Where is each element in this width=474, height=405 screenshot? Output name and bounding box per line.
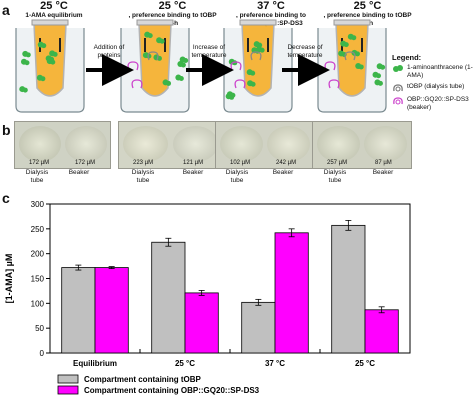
bar-obp-2 xyxy=(274,232,309,354)
photo-1-tube-label: Dialysis tube xyxy=(131,169,155,184)
photo-3-tube-conc: 257 µM xyxy=(327,160,348,166)
legend-swatch-1 xyxy=(57,385,79,395)
arrow-1-label: Addition of proteins xyxy=(93,44,125,59)
photo-equilibrium: 172 µM 172 µM xyxy=(14,121,111,169)
panel-c-label: c xyxy=(2,190,10,206)
x-tick-label: 37 °C xyxy=(265,359,285,368)
bar-tobp-0 xyxy=(61,267,96,354)
bar-obp-1 xyxy=(184,292,219,354)
beaker-3 xyxy=(317,19,387,113)
stage-2-temp: 37 °C xyxy=(257,0,285,12)
bar-obp-0 xyxy=(94,267,129,354)
ama-molecule-icon xyxy=(393,65,403,72)
photo-0-beaker-conc: 172 µM xyxy=(75,160,96,166)
stage-1-sub: , preference binding to tOBP xyxy=(128,12,217,19)
stage-1-temp: 25 °C xyxy=(158,0,187,12)
legend-item-ama: 1-aminoanthracene (1-AMA) xyxy=(392,64,474,80)
legend-title: Legend: xyxy=(392,53,422,62)
bar-tobp-3 xyxy=(331,224,366,354)
obp-protein-icon xyxy=(393,97,403,105)
tobp-protein xyxy=(250,51,262,61)
bar-tobp-2 xyxy=(241,301,276,354)
bar-tobp-1 xyxy=(151,241,186,354)
legend-label-1: Compartment containing OBP::GQ20::SP-DS3 xyxy=(84,386,260,395)
photo-0-beaker-label: Beaker xyxy=(68,169,90,176)
photo-2-beaker-conc: 242 µM xyxy=(276,160,297,166)
x-tick-label: Equilibrium xyxy=(73,359,117,368)
photo-3-beaker-conc: 87 µM xyxy=(375,160,392,166)
panel-b-label: b xyxy=(2,122,11,138)
y-tick-label: 250 xyxy=(31,225,45,234)
photo-3-beaker-label: Beaker xyxy=(372,169,394,176)
panel-a-label: a xyxy=(2,2,10,18)
photo-1-tube-conc: 223 µM xyxy=(133,160,154,166)
beaker-1 xyxy=(120,19,190,113)
bar-obp-3 xyxy=(364,309,399,354)
y-tick-label: 0 xyxy=(40,349,45,358)
legend-item-tobp: tOBP (dialysis tube) xyxy=(392,83,474,93)
y-tick-label: 300 xyxy=(31,200,45,209)
stage-3-sub: , preference binding to tOBP xyxy=(323,12,412,19)
beaker-0 xyxy=(15,19,85,113)
stage-3-temp: 25 °C xyxy=(353,0,382,12)
arrow-3-label: Decrease of temperature xyxy=(287,44,323,59)
photo-2-beaker-label: Beaker xyxy=(272,169,294,176)
legend-item-obp: OBP::GQ20::SP-DS3 (beaker) xyxy=(392,96,474,112)
x-tick-label: 25 °C xyxy=(175,359,195,368)
legend-label-0: Compartment containing tOBP xyxy=(84,375,202,384)
y-tick-label: 50 xyxy=(35,324,44,333)
tobp-protein-icon xyxy=(393,84,403,92)
panel-a-illustration xyxy=(15,19,387,113)
panel-a-legend: Legend: 1-aminoanthracene (1-AMA) tOBP (… xyxy=(392,54,474,115)
y-tick-label: 150 xyxy=(31,275,45,284)
x-tick-label: 25 °C xyxy=(355,359,375,368)
tobp-protein xyxy=(147,51,159,61)
y-tick-label: 100 xyxy=(31,299,45,308)
arrow-2-label: Increase of temperature xyxy=(191,44,227,59)
y-axis-label: [1-AMA] µM xyxy=(4,254,14,304)
beaker-2 xyxy=(223,19,293,113)
photo-2-tube-label: Dialysis tube xyxy=(225,169,249,184)
photo-1-beaker-label: Beaker xyxy=(182,169,204,176)
photo-2-tube-conc: 102 µM xyxy=(230,160,251,166)
photo-48h: 102 µM 242 µM xyxy=(215,121,315,169)
photo-0-tube-label: Dialysis tube xyxy=(25,169,49,184)
photo-0-tube-conc: 172 µM xyxy=(29,160,50,166)
obp-protein xyxy=(234,79,246,89)
legend-swatch-0 xyxy=(57,374,79,384)
legend-ama-label: 1-aminoanthracene (1-AMA) xyxy=(407,64,473,79)
photo-1-beaker-conc: 121 µM xyxy=(183,160,204,166)
legend-tobp-label: tOBP (dialysis tube) xyxy=(407,83,465,90)
y-tick-label: 200 xyxy=(31,250,45,259)
tobp-protein xyxy=(344,51,356,61)
legend-obp-label: OBP::GQ20::SP-DS3 (beaker) xyxy=(407,96,469,111)
bar-chart: 0 50 100 150 200 250 300 [1-AMA] µM Equilibrium 2… xyxy=(4,200,411,395)
photo-24h: 223 µM 121 µM xyxy=(118,121,224,169)
photo-72h: 257 µM 87 µM xyxy=(312,121,412,169)
photo-3-tube-label: Dialysis tube xyxy=(323,169,347,184)
stage-0-sub: 1-AMA equilibrium xyxy=(25,12,83,19)
stage-0-temp: 25 °C xyxy=(40,0,68,12)
